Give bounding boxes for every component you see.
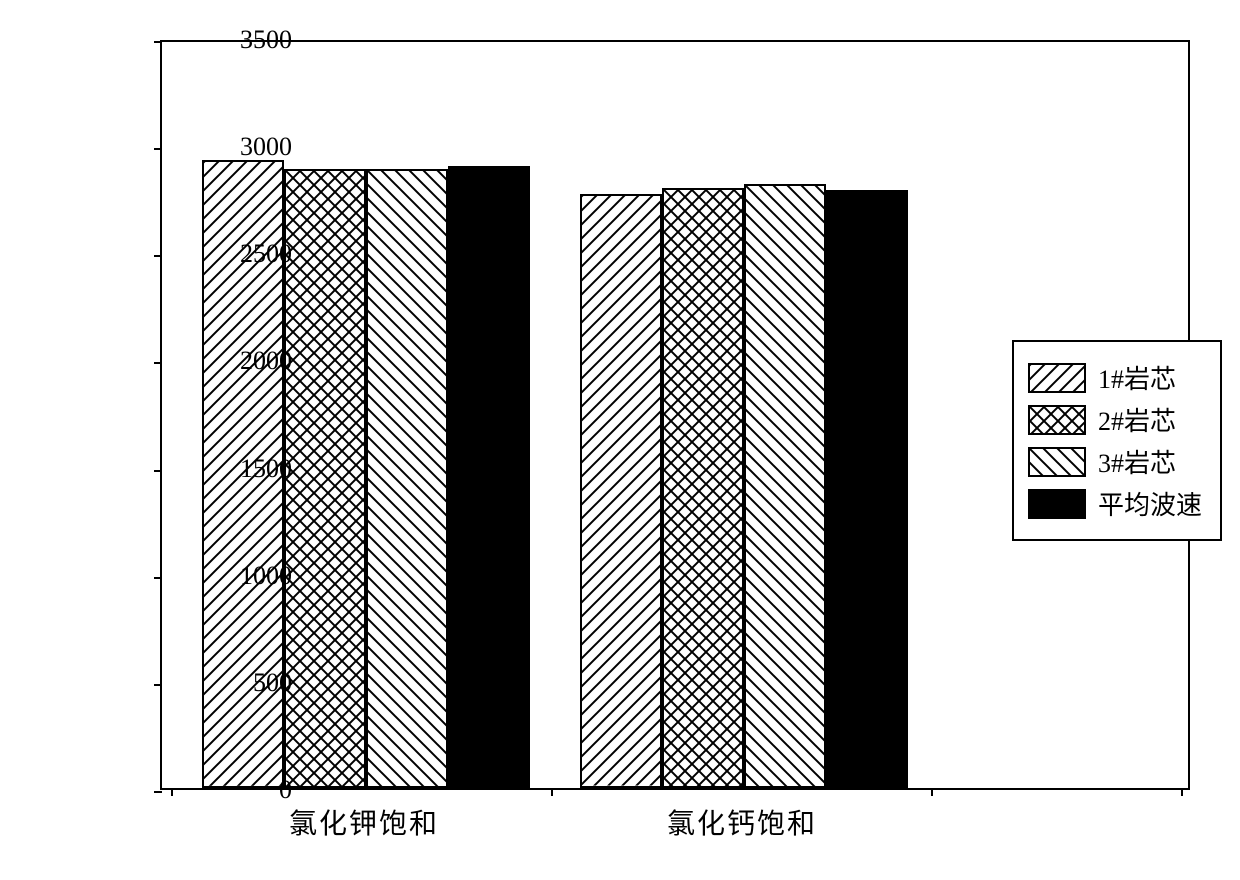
- y-tick: [154, 41, 162, 43]
- legend-label: 2#岩芯: [1098, 401, 1176, 438]
- legend: 1#岩芯 2#岩芯 3#岩芯 平均波速: [1012, 340, 1222, 541]
- y-tick-label: 2500: [212, 239, 292, 269]
- bar: [448, 166, 530, 789]
- bar: [744, 184, 826, 788]
- y-tick: [154, 684, 162, 686]
- bar: [662, 188, 744, 788]
- y-tick-label: 3000: [212, 132, 292, 162]
- legend-item: 3#岩芯: [1028, 443, 1202, 480]
- y-tick-label: 0: [212, 775, 292, 805]
- legend-swatch-1: [1028, 363, 1086, 393]
- legend-swatch-3: [1028, 447, 1086, 477]
- legend-label: 3#岩芯: [1098, 443, 1176, 480]
- legend-label: 1#岩芯: [1098, 359, 1176, 396]
- x-tick: [1181, 788, 1183, 796]
- y-tick: [154, 791, 162, 793]
- y-tick: [154, 148, 162, 150]
- legend-item: 平均波速: [1028, 485, 1202, 522]
- x-category-label: 氯化钾饱和: [274, 802, 454, 842]
- x-tick: [931, 788, 933, 796]
- bar: [580, 194, 662, 788]
- bar: [284, 169, 366, 788]
- y-tick: [154, 362, 162, 364]
- y-tick-label: 500: [212, 668, 292, 698]
- x-tick: [551, 788, 553, 796]
- bar: [366, 169, 448, 788]
- legend-item: 2#岩芯: [1028, 401, 1202, 438]
- chart-container: 横 波 波 速 VS (m/s) 1#岩芯 2#岩芯 3#岩芯 平均波速 050…: [50, 20, 1230, 870]
- bar: [826, 190, 908, 788]
- y-tick: [154, 470, 162, 472]
- y-tick-label: 2000: [212, 346, 292, 376]
- y-tick-label: 3500: [212, 25, 292, 55]
- legend-swatch-4: [1028, 489, 1086, 519]
- y-tick-label: 1000: [212, 561, 292, 591]
- legend-label: 平均波速: [1098, 485, 1202, 522]
- y-tick-label: 1500: [212, 454, 292, 484]
- legend-item: 1#岩芯: [1028, 359, 1202, 396]
- y-tick: [154, 577, 162, 579]
- x-tick: [171, 788, 173, 796]
- x-category-label: 氯化钙饱和: [652, 802, 832, 842]
- y-tick: [154, 255, 162, 257]
- legend-swatch-2: [1028, 405, 1086, 435]
